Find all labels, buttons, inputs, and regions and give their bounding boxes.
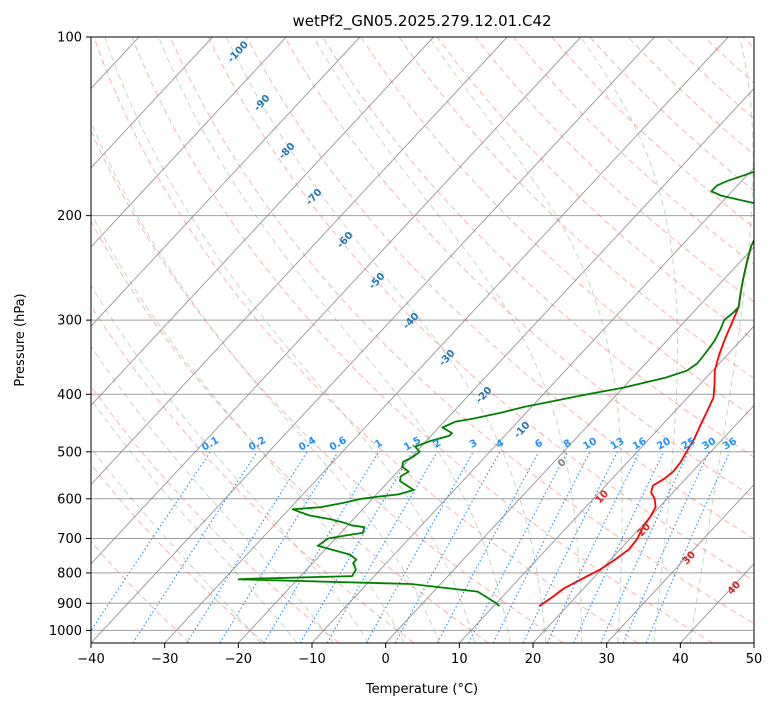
- moist-adiabat-line: [91, 345, 334, 643]
- dry-adiabat-line: [91, 129, 564, 643]
- mixing-ratio-line: [522, 451, 618, 643]
- x-axis-ticks: −40 −30 −20 −10 0 10 20 30 40 50: [77, 643, 762, 667]
- mixing-ratio-line: [394, 451, 501, 643]
- moist-adiabat-line: [313, 37, 583, 643]
- dry-adiabat-line: [398, 37, 754, 379]
- dry-adiabat-line: [131, 37, 713, 643]
- isotherm-line: [385, 246, 754, 643]
- mixing-ratio-line: [622, 451, 710, 643]
- dry-adiabat-line: [436, 37, 754, 341]
- y-tick-label: 800: [57, 566, 82, 581]
- mixing-ratio-label: 6: [533, 438, 545, 451]
- isotherm-line: [91, 37, 655, 643]
- mixing-ratio-label: 3: [468, 438, 480, 451]
- dry-adiabat-line: [91, 463, 265, 643]
- y-tick-label: 200: [57, 209, 82, 224]
- chart-title: wetPf2_GN05.2025.279.12.01.C42: [292, 12, 551, 31]
- moist-adiabat-line: [91, 120, 440, 643]
- dry-adiabat-line: [91, 220, 489, 643]
- background-lines: [91, 37, 754, 643]
- isotherm-line: [164, 37, 729, 643]
- x-tick-label: −40: [77, 652, 104, 667]
- dry-adiabat-line: [245, 37, 754, 540]
- moist-adiabat-line: [225, 37, 547, 643]
- dry-adiabat-line: [207, 37, 754, 582]
- y-axis-ticks: 100 200 300 400 500 600 700 800 900 1000: [49, 31, 91, 639]
- mixing-ratio-line: [186, 451, 308, 643]
- isotherm-line: [311, 166, 754, 643]
- profiles: [237, 170, 754, 607]
- isotherm-line: [91, 37, 582, 565]
- isotherm-line: [532, 404, 754, 643]
- isotherm-line: [91, 37, 287, 248]
- y-tick-label: 1000: [49, 624, 82, 639]
- isotherm-line: [237, 87, 754, 643]
- x-tick-label: −30: [151, 652, 178, 667]
- moist-adiabat-line: [91, 284, 370, 643]
- isotherm-line: [458, 325, 754, 643]
- isotherm-line: [606, 483, 754, 643]
- x-axis-label: Temperature (°C): [365, 682, 478, 697]
- mixing-ratio-line: [365, 451, 474, 643]
- x-tick-label: 40: [672, 652, 689, 667]
- x-tick-label: −10: [298, 652, 325, 667]
- mixing-ratio-label: 8: [562, 438, 574, 451]
- mixing-ratio-label: 2: [432, 438, 444, 451]
- isotherm-line: [91, 37, 213, 169]
- y-tick-label: 100: [57, 31, 82, 46]
- y-tick-label: 700: [57, 532, 82, 547]
- mixing-ratio-line: [263, 451, 380, 643]
- dry-adiabat-line: [169, 37, 754, 625]
- x-tick-label: 20: [525, 652, 542, 667]
- y-tick-label: 900: [57, 597, 82, 612]
- dry-adiabat-line: [91, 540, 191, 643]
- mixing-ratio-line: [91, 451, 211, 632]
- moist-adiabat-line: [104, 37, 476, 643]
- x-tick-label: 30: [598, 652, 615, 667]
- mixing-ratio-line: [436, 451, 540, 643]
- y-tick-label: 300: [57, 314, 82, 329]
- mixing-ratio-label: 1: [373, 438, 385, 451]
- dry-adiabat-line: [474, 37, 754, 303]
- dewpoint-line: [237, 170, 754, 607]
- plot-frame: [90, 36, 755, 644]
- moist-adiabat-line: [580, 37, 678, 643]
- x-tick-label: −20: [225, 652, 252, 667]
- dry-adiabat-line: [284, 37, 754, 499]
- dry-adiabat-line: [93, 37, 639, 643]
- isotherm-line: [91, 37, 508, 486]
- temperature-line: [538, 238, 754, 607]
- x-tick-label: 10: [451, 652, 468, 667]
- x-tick-label: 0: [382, 652, 390, 667]
- y-tick-label: 400: [57, 388, 82, 403]
- moist-adiabat-line: [91, 212, 405, 643]
- moist-adiabat-line: [91, 398, 298, 643]
- y-axis-label: Pressure (hPa): [13, 293, 28, 386]
- moist-adiabat-line: [689, 37, 754, 643]
- y-tick-label: 600: [57, 492, 82, 507]
- isotherm-line: [91, 37, 361, 327]
- mixing-ratio-line: [492, 451, 591, 643]
- mixing-ratio-label: 4: [494, 438, 506, 451]
- y-tick-label: 500: [57, 445, 82, 460]
- isotherm-line: [91, 37, 434, 407]
- moist-adiabat-line: [158, 37, 511, 643]
- x-tick-label: 50: [746, 652, 763, 667]
